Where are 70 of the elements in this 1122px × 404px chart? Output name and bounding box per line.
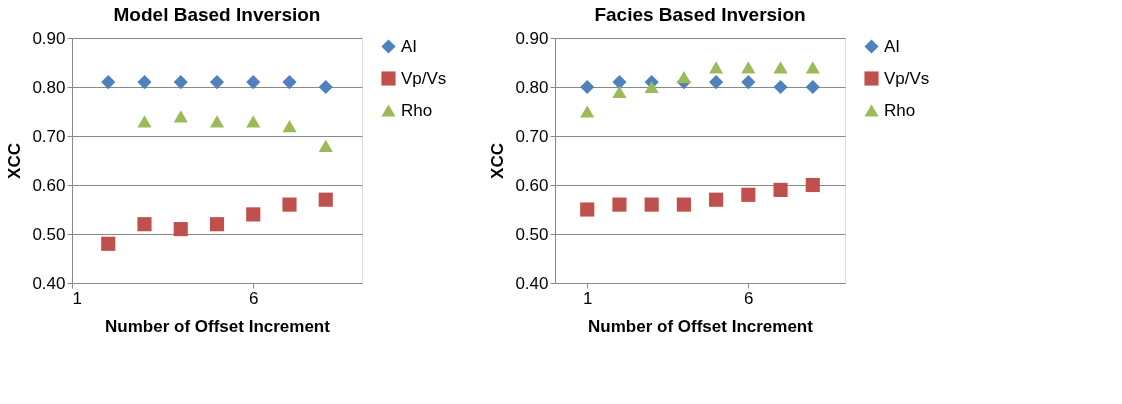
point — [246, 75, 261, 90]
chart-title: Model Based Inversion — [113, 4, 321, 25]
point — [173, 222, 188, 237]
chart-title: Facies Based Inversion — [594, 4, 806, 25]
point — [773, 182, 788, 197]
point — [101, 75, 116, 90]
y-tick-label: 0.50 — [515, 224, 549, 244]
point — [709, 192, 724, 207]
point — [741, 61, 756, 74]
y-tick-label: 0.60 — [32, 175, 66, 195]
point — [101, 236, 116, 251]
point — [580, 79, 595, 95]
point — [318, 79, 333, 95]
y-tick-label: 0.70 — [32, 126, 66, 146]
point — [644, 197, 659, 212]
y-axis-title: XCC — [5, 143, 25, 179]
point — [318, 192, 333, 207]
legend-label: Vp/Vs — [401, 68, 447, 88]
x-axis-title: Number of Offset Increment — [105, 316, 331, 336]
point — [173, 75, 188, 90]
y-tick-label: 0.80 — [32, 77, 66, 97]
point — [246, 115, 261, 128]
point — [805, 177, 820, 193]
point — [282, 120, 297, 133]
point — [209, 115, 225, 128]
y-tick-label: 0.40 — [515, 273, 549, 293]
point — [173, 110, 188, 123]
point — [709, 61, 724, 74]
legend-label: Rho — [884, 100, 916, 120]
y-tick-label: 0.50 — [32, 224, 66, 244]
point — [741, 75, 756, 90]
point — [741, 187, 756, 202]
point — [580, 105, 595, 118]
x-tick-label: 6 — [744, 288, 754, 308]
point — [773, 79, 788, 95]
x-tick-label: 1 — [72, 288, 82, 308]
x-tick-label: 6 — [249, 288, 259, 308]
y-tick-label: 0.90 — [32, 28, 66, 48]
point — [137, 217, 152, 232]
legend-label: AI — [401, 36, 418, 56]
point — [612, 85, 627, 99]
point — [644, 80, 659, 94]
point — [676, 71, 691, 84]
x-axis-title: Number of Offset Increment — [588, 316, 814, 336]
point — [137, 115, 152, 128]
legend-label: AI — [884, 36, 901, 56]
y-tick-label: 0.40 — [32, 273, 66, 293]
y-tick-label: 0.60 — [515, 175, 549, 195]
point — [137, 75, 152, 90]
point — [318, 139, 333, 152]
point — [580, 202, 595, 217]
point — [612, 197, 627, 212]
point — [209, 217, 225, 232]
point — [805, 79, 820, 95]
point — [612, 75, 627, 90]
point — [282, 197, 297, 212]
legend-label: Vp/Vs — [884, 68, 930, 88]
point — [773, 61, 788, 74]
y-tick-label: 0.90 — [515, 28, 549, 48]
y-tick-label: 0.80 — [515, 77, 549, 97]
y-axis-title: XCC — [488, 143, 508, 179]
point — [246, 207, 261, 222]
y-tick-label: 0.70 — [515, 126, 549, 146]
point — [709, 75, 724, 90]
point — [676, 197, 691, 212]
x-tick-label: 1 — [582, 288, 593, 308]
point — [209, 75, 225, 90]
legend-label: Rho — [401, 100, 433, 120]
point — [282, 75, 297, 90]
point — [805, 61, 820, 74]
